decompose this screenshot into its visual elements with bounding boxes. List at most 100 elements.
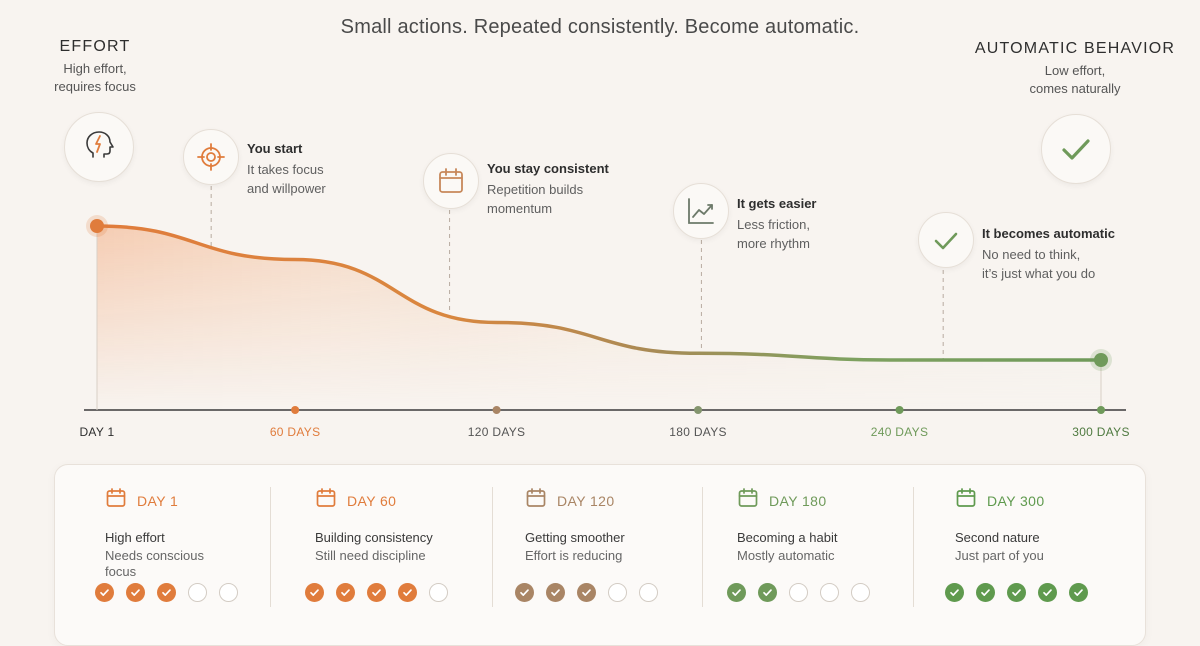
milestone-title: It becomes automatic [982,226,1115,241]
divider [270,487,271,607]
checked-dot-icon [1069,583,1088,602]
automatic-sub1: Low effort, [1044,63,1106,78]
progress-dots [95,583,238,602]
milestone-desc: It takes focus and willpower [247,162,326,196]
stage-day-60: DAY 60 Building consistency Still need d… [305,487,485,617]
x-tick-marker [895,406,904,414]
divider [913,487,914,607]
effort-sub1: High effort, [63,61,127,76]
effort-sub2: requires focus [54,79,136,94]
checked-dot-icon [758,583,777,602]
calendar-icon [105,487,127,514]
empty-dot-icon [820,583,839,602]
empty-dot-icon [789,583,808,602]
milestone-desc: Repetition builds momentum [487,182,584,216]
stage-line1: Second nature [955,530,1040,545]
checked-dot-icon [546,583,565,602]
milestone-it-becomes-automatic: It becomes automatic No need to think, it… [982,226,1142,283]
checked-dot-icon [976,583,995,602]
progress-dots [515,583,658,602]
stage-day-120: DAY 120 Getting smoother Effort is reduc… [515,487,695,617]
empty-dot-icon [851,583,870,602]
milestone-desc: No need to think, it’s just what you do [982,247,1096,281]
stage-line1: Building consistency [315,530,433,545]
checked-dot-icon [398,583,417,602]
checked-dot-icon [1038,583,1057,602]
milestone-you-start: You start It takes focus and willpower [247,141,387,198]
x-tick-marker [1097,406,1105,414]
x-tick-label: 180 DAYS [669,425,727,439]
checked-dot-icon [727,583,746,602]
empty-dot-icon [188,583,207,602]
effort-curve [95,224,1103,362]
milestone-title: It gets easier [737,196,817,211]
stage-line2: Still need discipline [315,548,426,563]
effort-chart [84,186,1126,414]
empty-dot-icon [608,583,627,602]
stage-day-label: DAY 300 [987,492,1045,509]
x-tick-label: DAY 1 [79,425,115,439]
start-point [90,219,104,233]
automatic-heading: AUTOMATIC BEHAVIOR [974,40,1176,57]
checked-dot-icon [1007,583,1026,602]
checked-dot-icon [577,583,596,602]
x-tick-label: 60 DAYS [269,425,321,439]
divider [492,487,493,607]
target-icon [183,129,239,185]
automatic-sub2: comes naturally [1029,81,1121,96]
stage-day-1: DAY 1 High effort Needs conscious focus [95,487,265,617]
stage-line2: Just part of you [955,548,1044,563]
check-icon [1041,114,1111,184]
calendar-icon [737,487,759,514]
head-lightning-icon [64,112,134,182]
x-tick-label: 240 DAYS [870,425,929,439]
milestone-desc: Less friction, more rhythm [737,217,810,251]
stage-day-180: DAY 180 Becoming a habit Mostly automati… [727,487,907,617]
x-tick-marker [291,406,300,414]
stage-day-label: DAY 60 [347,492,397,509]
calendar-icon [315,487,337,514]
stage-day-label: DAY 1 [137,492,179,509]
checked-dot-icon [515,583,534,602]
checked-dot-icon [95,583,114,602]
stage-day-label: DAY 120 [557,492,615,509]
progress-dots [727,583,870,602]
empty-dot-icon [639,583,658,602]
checked-dot-icon [305,583,324,602]
stage-line2: Effort is reducing [525,548,623,563]
subtitle: Small actions. Repeated consistently. Be… [340,16,860,38]
checked-dot-icon [367,583,386,602]
progress-dots [945,583,1088,602]
x-tick-marker [694,406,703,414]
milestone-title: You start [247,141,303,156]
divider [702,487,703,607]
progress-dots [305,583,448,602]
empty-dot-icon [219,583,238,602]
check-icon [918,212,974,268]
checked-dot-icon [336,583,355,602]
stage-line1: High effort [105,530,165,545]
end-point [1094,353,1108,367]
checked-dot-icon [945,583,964,602]
milestone-title: You stay consistent [487,161,609,176]
calendar-icon [423,153,479,209]
stage-line1: Becoming a habit [737,530,838,545]
x-tick-marker [492,406,501,414]
stages-panel: DAY 1 High effort Needs conscious focus … [54,464,1146,646]
chart-up-icon [673,183,729,239]
empty-dot-icon [429,583,448,602]
stage-day-label: DAY 180 [769,492,827,509]
effort-area [97,226,1101,410]
calendar-icon [525,487,547,514]
stage-line2: Mostly automatic [737,548,835,563]
calendar-icon [955,487,977,514]
stage-day-300: DAY 300 Second nature Just part of you [945,487,1125,617]
checked-dot-icon [126,583,145,602]
checked-dot-icon [157,583,176,602]
effort-heading: EFFORT [59,38,131,55]
automatic-header: AUTOMATIC BEHAVIOR Low effort, comes nat… [970,40,1180,98]
effort-header: EFFORT High effort, requires focus [40,38,150,96]
x-tick-label: 120 DAYS [467,425,526,439]
stage-line1: Getting smoother [525,530,625,545]
milestone-you-stay-consistent: You stay consistent Repetition builds mom… [487,161,627,218]
